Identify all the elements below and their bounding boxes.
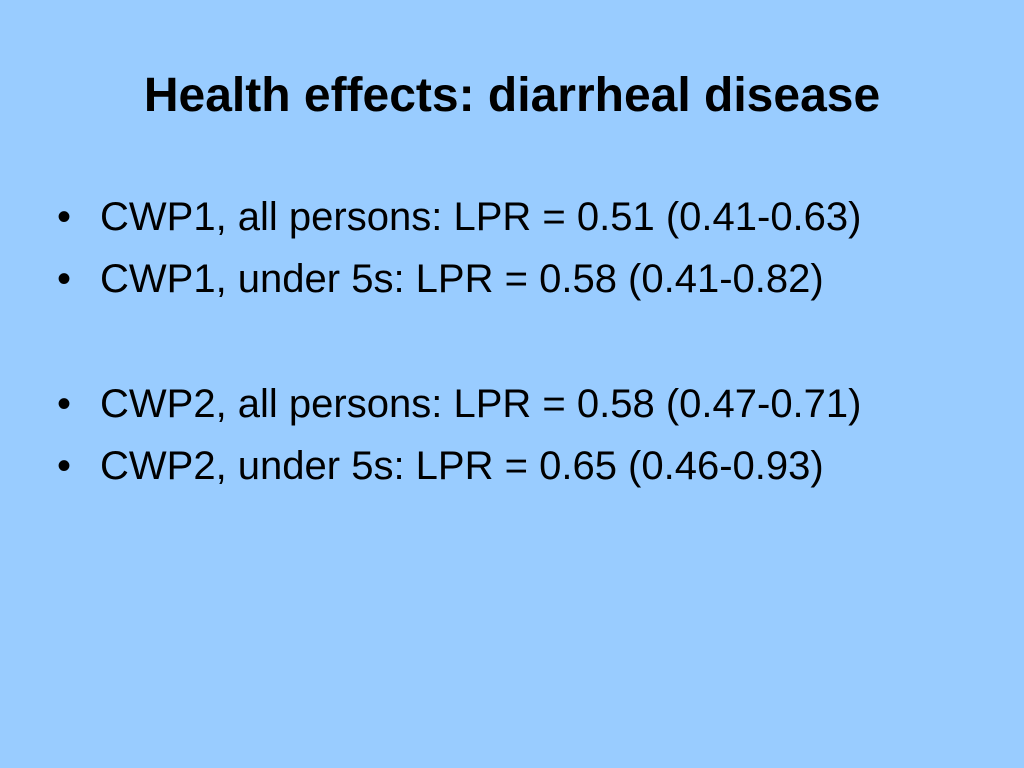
slide-title: Health effects: diarrheal disease xyxy=(143,69,881,122)
bullet-text: CWP2, all persons: LPR = 0.58 (0.47-0.71… xyxy=(100,382,862,426)
bullet-dot: • xyxy=(57,195,72,239)
bullet-text: CWP1, all persons: LPR = 0.51 (0.41-0.63… xyxy=(100,195,862,239)
bullet-dot: • xyxy=(57,444,72,488)
bullet-text: CWP2, under 5s: LPR = 0.65 (0.46-0.93) xyxy=(100,444,824,488)
bullet-dot: • xyxy=(57,257,72,301)
bullet-text: CWP1, under 5s: LPR = 0.58 (0.41-0.82) xyxy=(100,257,824,301)
bullet-dot: • xyxy=(57,382,72,426)
